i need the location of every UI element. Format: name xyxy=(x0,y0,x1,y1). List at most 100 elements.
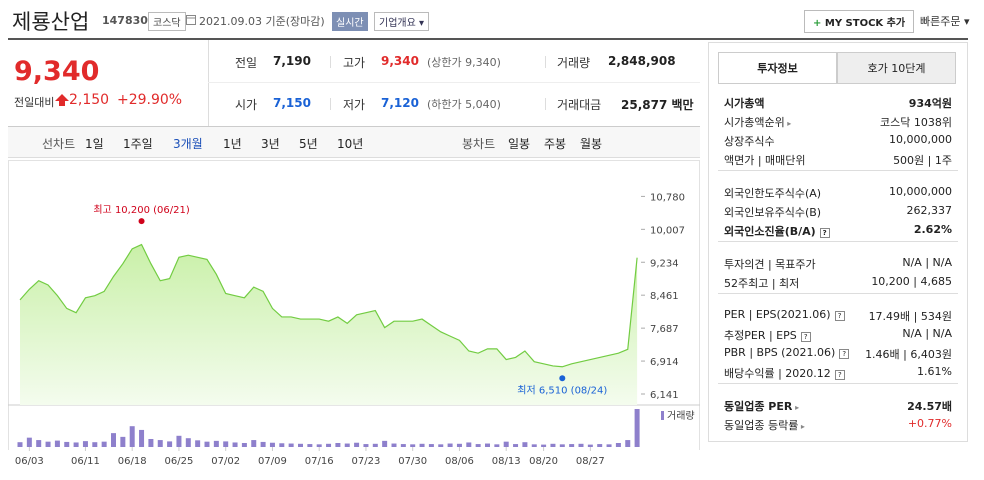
help-icon[interactable]: ? xyxy=(819,228,830,238)
period-label: 선차트 xyxy=(42,137,76,151)
volume-bar xyxy=(36,440,42,447)
x-tick-label: 07/16 xyxy=(305,456,334,467)
col-divider xyxy=(330,98,331,110)
group-divider xyxy=(718,293,958,294)
invest-value: 10,200 | 4,685 xyxy=(871,275,952,288)
volume-bar xyxy=(569,444,575,447)
invest-value: N/A | N/A xyxy=(902,256,952,269)
annotation-dot xyxy=(138,218,145,225)
y-tick-label: 9,234 xyxy=(650,258,679,269)
summary-label: 전일 xyxy=(235,56,258,70)
x-tick-label: 06/11 xyxy=(71,456,100,467)
candle-option[interactable]: 일봉 xyxy=(508,137,531,151)
summary-label: 시가 xyxy=(235,98,258,112)
period-option[interactable]: 1일 xyxy=(85,137,104,151)
volume-bar xyxy=(531,444,537,447)
volume-bar xyxy=(419,443,425,447)
x-tick-label: 08/06 xyxy=(445,456,474,467)
volume-bar xyxy=(587,444,593,447)
period-option[interactable]: 1주일 xyxy=(123,137,153,151)
volume-bar xyxy=(503,441,509,447)
change-label: 전일대비 xyxy=(14,96,55,109)
legend-label: 거래량 xyxy=(667,410,695,422)
volume-bar xyxy=(615,442,621,447)
volume-bar xyxy=(269,442,275,447)
period-option[interactable]: 10년 xyxy=(337,137,364,151)
volume-bar xyxy=(204,441,210,447)
volume-bar xyxy=(578,443,584,447)
candle-option[interactable]: 주봉 xyxy=(544,137,567,151)
volume-bar xyxy=(101,441,107,447)
volume-bar xyxy=(17,442,23,447)
base-date: 2021.09.03 기준(장마감) xyxy=(199,15,325,28)
invest-tab[interactable]: 호가 10단계 xyxy=(837,52,956,84)
volume-bar xyxy=(485,443,490,447)
invest-value: N/A | N/A xyxy=(902,327,952,340)
my-stock-button[interactable]: + MY STOCK 추가 xyxy=(804,10,915,33)
volume-bar xyxy=(279,443,285,447)
y-tick-label: 6,141 xyxy=(650,390,679,401)
invest-label: 배당수익률 | 2020.12? xyxy=(724,365,845,381)
invest-label: 상장주식수 xyxy=(724,135,775,148)
volume-bar xyxy=(195,440,201,447)
summary-value: 7,150 xyxy=(273,96,311,110)
divider xyxy=(208,82,700,83)
invest-tab[interactable]: 투자정보 xyxy=(718,52,837,84)
price-chart: 6,141 6,914 7,687 8,461 9,234 10,007 10,780 거래량… xyxy=(8,192,700,467)
volume-bar xyxy=(316,444,322,447)
volume-bar xyxy=(541,444,547,447)
company-info[interactable]: 기업개요 ▾ xyxy=(374,12,430,31)
invest-value: 코스닥 1038위 xyxy=(880,116,952,129)
volume-bar xyxy=(120,436,126,447)
y-tick-label: 8,461 xyxy=(650,291,679,302)
period-option[interactable]: 5년 xyxy=(299,137,318,151)
volume-bar xyxy=(382,440,388,447)
candle-option[interactable]: 월봉 xyxy=(580,137,603,151)
invest-value: 500원 | 1주 xyxy=(893,154,952,167)
volume-bar xyxy=(466,442,472,447)
my-stock-text: MY STOCK 추가 xyxy=(824,18,906,29)
x-tick-label: 07/09 xyxy=(258,456,287,467)
volume-bar xyxy=(326,443,332,447)
period-option[interactable]: 3개월 xyxy=(173,137,203,151)
quick-order-text: 빠른주문 xyxy=(920,15,961,28)
volume-bar xyxy=(634,409,640,447)
invest-label: PER | EPS(2021.06)? xyxy=(724,308,845,321)
invest-value: 1.61% xyxy=(917,365,952,378)
invest-value: 17.49배 | 534원 xyxy=(868,310,952,323)
legend-swatch xyxy=(661,411,664,420)
invest-value: 2.62% xyxy=(913,223,952,236)
arrow-icon: ▸ xyxy=(784,119,792,128)
invest-label: 외국인한도주식수(A) xyxy=(724,187,822,200)
volume-bar xyxy=(438,444,444,447)
invest-value: 10,000,000 xyxy=(889,185,952,198)
divider xyxy=(208,40,209,126)
volume-bar xyxy=(522,442,528,447)
quick-order[interactable]: 빠른주문 ▾ xyxy=(920,15,970,28)
period-option[interactable]: 1년 xyxy=(223,137,242,151)
volume-bar xyxy=(157,440,163,447)
change: 2,150 xyxy=(69,92,110,108)
help-icon[interactable]: ? xyxy=(800,332,811,342)
help-icon[interactable]: ? xyxy=(834,370,845,380)
volume-bar xyxy=(363,444,369,447)
help-icon[interactable]: ? xyxy=(834,311,845,321)
volume-bar xyxy=(223,441,229,447)
help-icon[interactable]: ? xyxy=(839,349,850,359)
calendar-icon xyxy=(186,15,196,25)
period-option[interactable]: 3년 xyxy=(261,137,280,151)
invest-panel xyxy=(708,42,968,442)
volume-bar xyxy=(73,442,79,447)
x-tick-label: 06/18 xyxy=(118,456,147,467)
volume-bar xyxy=(410,444,416,447)
volume-bar xyxy=(288,443,294,447)
invest-label: 동일업종 PER ▸ xyxy=(724,400,800,413)
volume-bar xyxy=(335,442,341,447)
invest-label: 52주최고 | 최저 xyxy=(724,277,800,290)
volume-bar xyxy=(139,429,145,447)
volume-bar xyxy=(513,444,519,447)
realtime-badge[interactable]: 실시간 xyxy=(332,12,368,31)
invest-value: 1.46배 | 6,403원 xyxy=(865,348,952,361)
x-tick-label: 06/03 xyxy=(15,456,44,467)
